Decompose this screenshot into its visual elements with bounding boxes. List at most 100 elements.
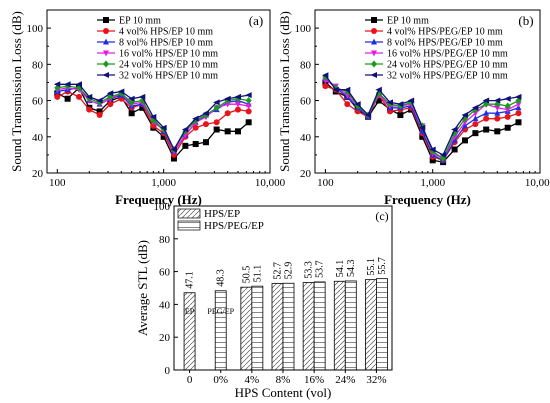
data-point: [117, 88, 125, 95]
data-point: [344, 101, 351, 108]
bar: [313, 281, 326, 371]
legend-marker: [371, 28, 377, 34]
series-line: [324, 74, 519, 156]
data-point: [386, 99, 393, 106]
legend-marker: [103, 50, 109, 57]
x-tick-label: 1,000: [420, 177, 445, 189]
data-point: [96, 97, 103, 104]
legend-marker: [103, 28, 109, 34]
data-point: [482, 97, 490, 104]
bar: [240, 286, 253, 371]
data-point: [213, 104, 220, 112]
data-point: [85, 93, 93, 100]
legend-label: 32 vol% HPS/EP 10 mm: [119, 71, 218, 82]
x-tick-label: 24%: [335, 374, 355, 386]
data-point: [245, 97, 252, 105]
legend-marker: [103, 17, 109, 23]
data-point: [76, 93, 83, 100]
data-point: [494, 105, 501, 112]
bar: [376, 278, 388, 371]
data-point: [364, 112, 372, 119]
data-point: [494, 128, 501, 135]
data-point: [245, 108, 252, 115]
data-point: [128, 110, 135, 117]
x-tick-label: 8%: [276, 374, 291, 386]
data-point: [139, 104, 146, 111]
y-tick-label: 40: [300, 132, 312, 144]
data-point: [75, 81, 83, 88]
y-tick-label: 40: [159, 299, 171, 311]
legend-marker: [371, 50, 377, 57]
x-tick-label: 32%: [366, 374, 386, 386]
y-tick-label: 60: [159, 267, 171, 279]
legend-label: 24 vol% HPS/PEG/EP 10 mm: [387, 60, 508, 71]
bar-inside-label: PEG/EP: [207, 307, 234, 316]
data-point: [170, 155, 177, 162]
data-point: [472, 130, 479, 137]
data-point: [234, 93, 241, 100]
legend-label: HPS/EP: [204, 208, 240, 220]
data-point: [64, 81, 71, 88]
data-point: [472, 110, 479, 117]
legend-swatch: [177, 220, 201, 231]
data-point: [462, 137, 468, 144]
data-point: [54, 93, 61, 100]
data-point: [53, 81, 61, 88]
data-label: 55.7: [377, 257, 388, 275]
data-point: [419, 133, 426, 140]
data-point: [96, 108, 103, 115]
series-line: [324, 78, 519, 162]
data-point: [471, 104, 479, 111]
bar: [365, 279, 377, 371]
x-tick-label: 100: [317, 177, 334, 189]
legend-marker: [103, 60, 109, 68]
bar: [344, 280, 357, 371]
y-tick-label: 60: [300, 96, 312, 108]
data-label: 47.1: [185, 271, 196, 289]
data-label: 50.5: [241, 266, 252, 284]
legend-label: 4 vol% HPS/EP 10 mm: [119, 27, 213, 38]
bar: [183, 292, 196, 371]
data-point: [504, 107, 511, 114]
data-point: [149, 113, 157, 120]
x-axis-label: Frequency (Hz): [115, 192, 202, 207]
series-line: [324, 81, 519, 163]
data-point: [128, 95, 135, 102]
data-point: [106, 90, 114, 97]
data-point: [170, 146, 177, 153]
data-point: [192, 115, 199, 122]
y-tick-label: 40: [32, 132, 44, 144]
legend-swatch: [177, 208, 201, 219]
data-point: [354, 101, 361, 108]
y-tick-label: 20: [159, 332, 171, 344]
data-point: [213, 126, 220, 133]
data-point: [202, 121, 209, 128]
data-point: [245, 103, 252, 110]
data-point: [483, 126, 490, 133]
data-point: [343, 86, 351, 93]
series-line: [325, 80, 519, 160]
data-point: [493, 97, 501, 104]
data-point: [504, 113, 511, 120]
legend-label: 8 vol% HPS/EP 10 mm: [119, 38, 213, 49]
data-point: [407, 97, 415, 104]
data-point: [429, 146, 436, 153]
data-point: [160, 124, 167, 131]
data-point: [202, 139, 209, 146]
data-label: 54.1: [335, 260, 346, 278]
data-point: [192, 124, 199, 131]
chart-panel-b: 20 40 60 80 100 100 1,000 10,000 Frequency (Hz) S…: [277, 9, 550, 207]
data-point: [224, 101, 231, 108]
y-tick-label: 80: [300, 59, 312, 71]
data-point: [515, 110, 522, 117]
data-point: [107, 101, 114, 108]
data-point: [182, 142, 189, 149]
series-line: [324, 76, 519, 160]
data-point: [202, 110, 209, 117]
data-point: [483, 115, 490, 122]
data-point: [439, 151, 447, 158]
legend-marker: [102, 72, 109, 78]
data-point: [451, 126, 458, 133]
data-point: [461, 112, 468, 119]
